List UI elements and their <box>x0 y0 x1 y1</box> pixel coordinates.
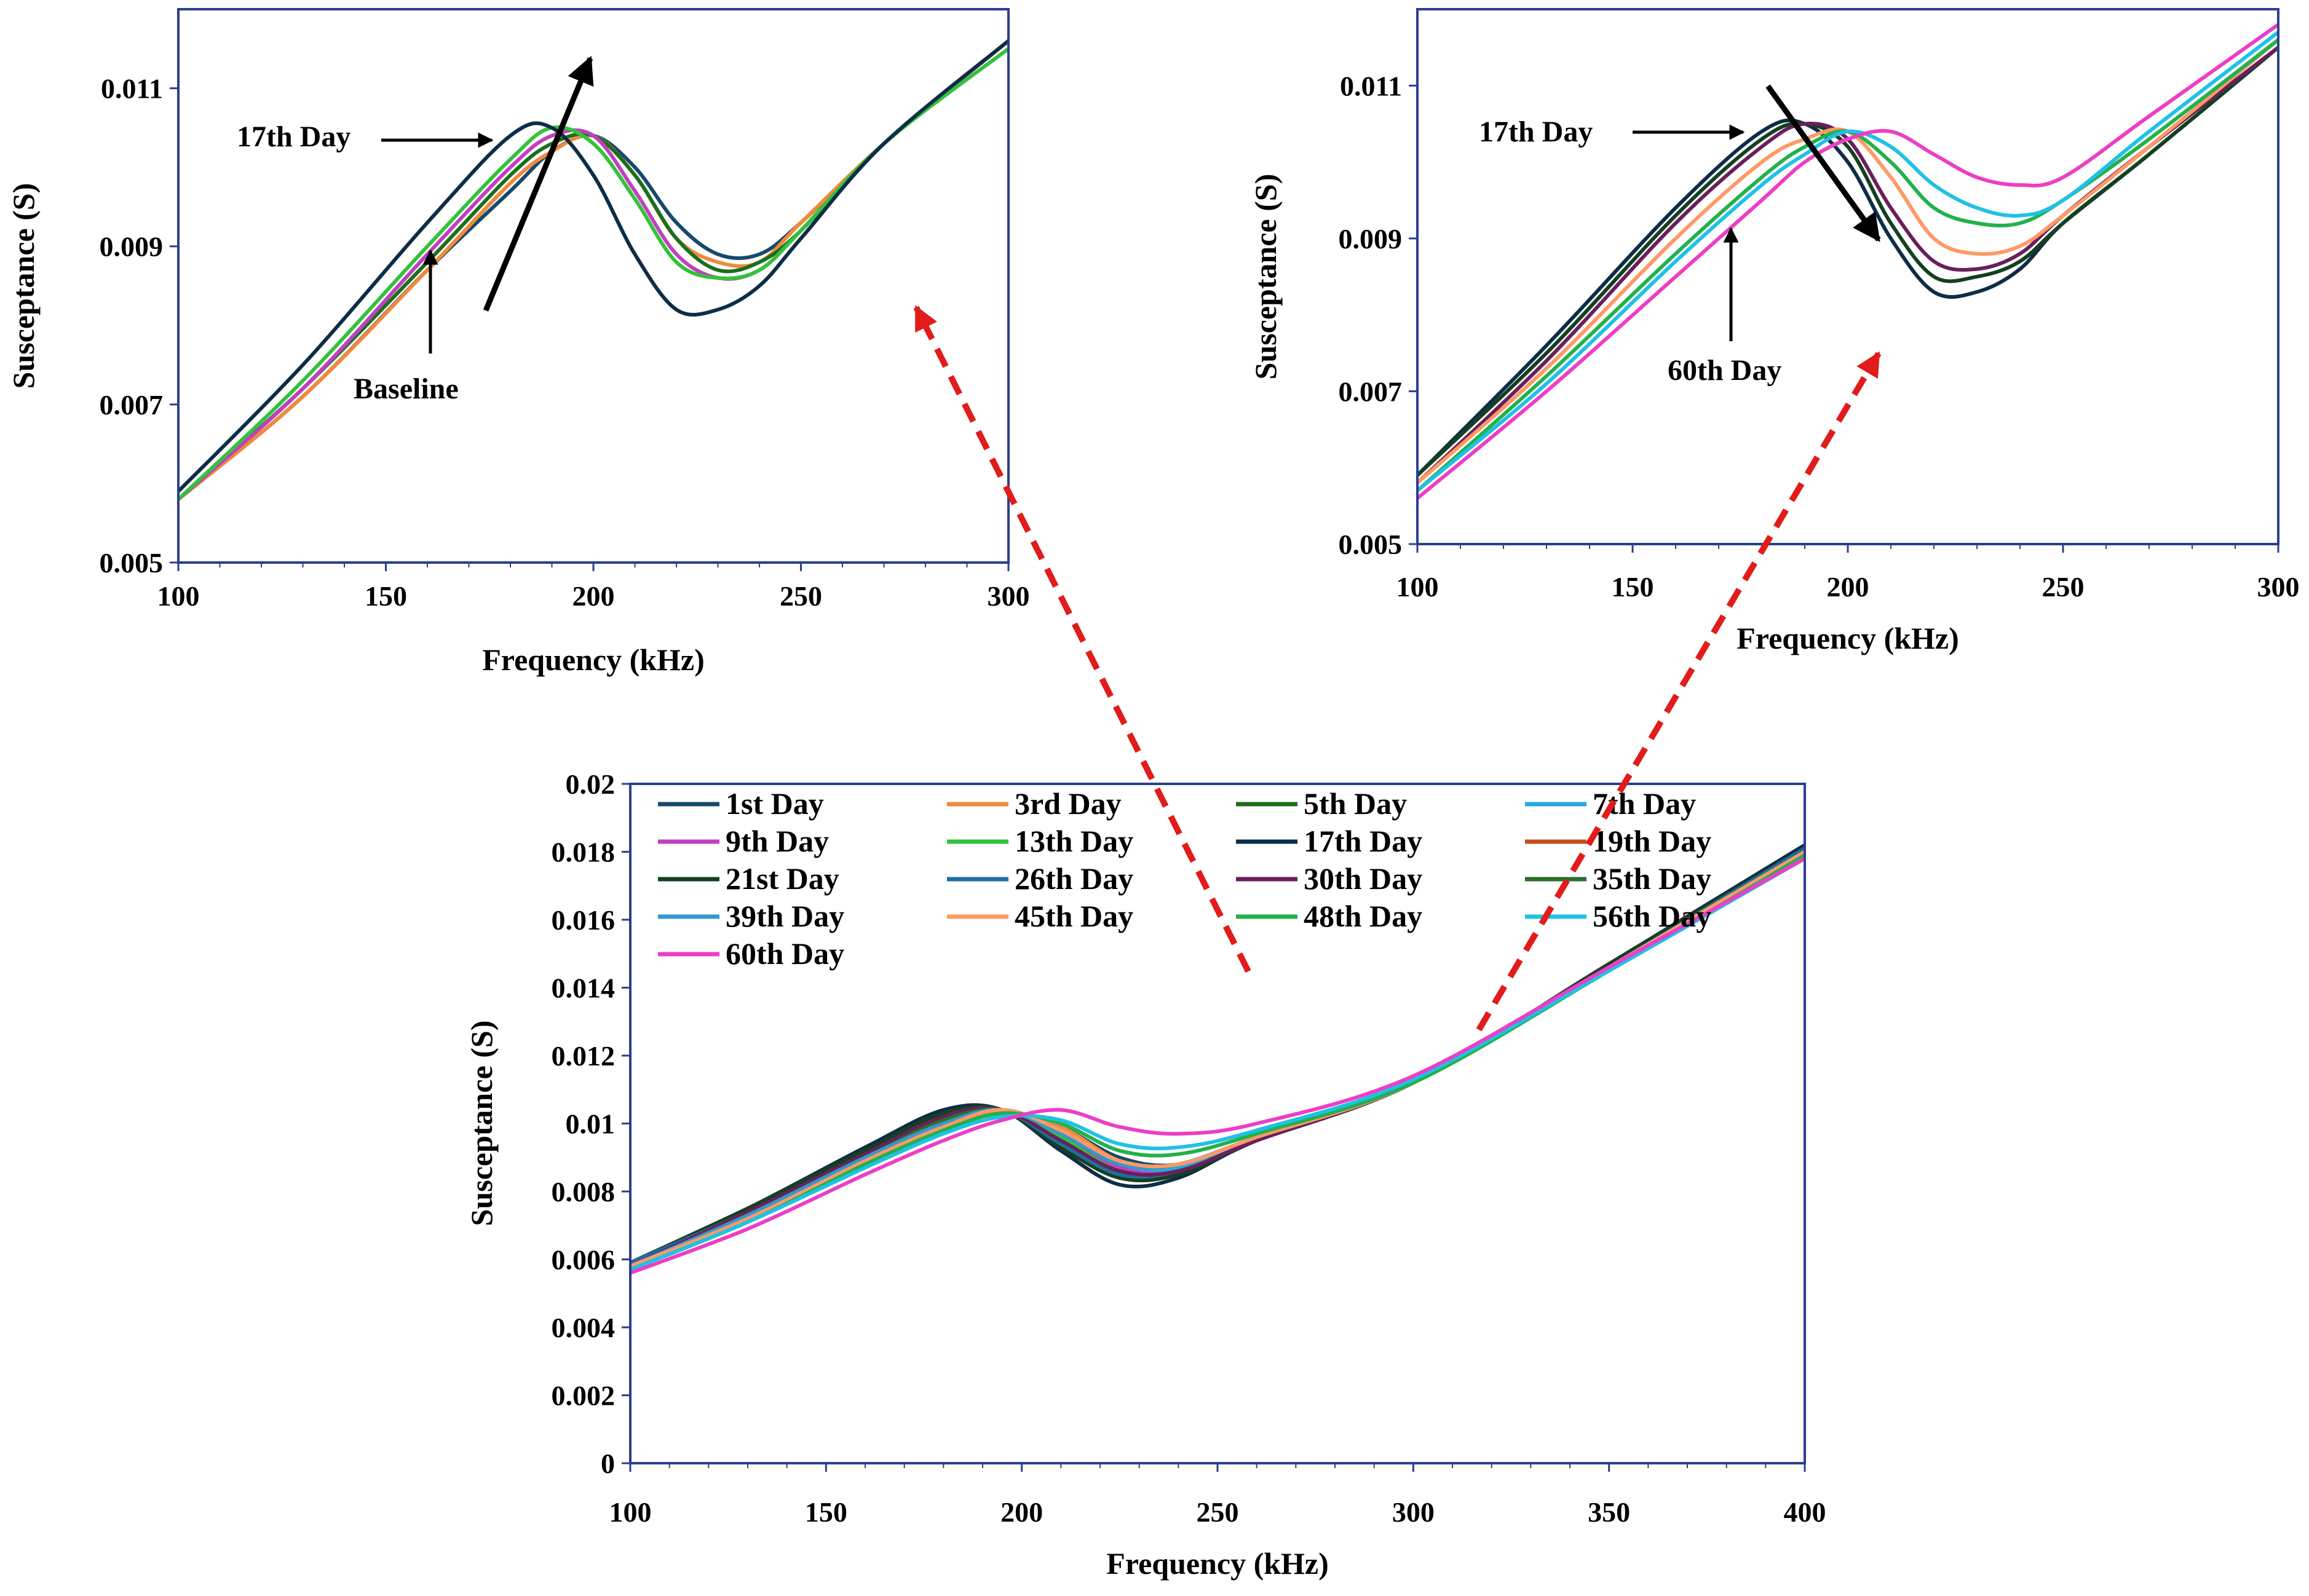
series-line-5th-day <box>178 39 1008 501</box>
series-line-60th-day <box>1417 23 2278 500</box>
series-line-1st-day <box>178 39 1008 501</box>
chart-zoom-60th: 100 150 200 250 300 0.005 0.007 0.009 0.011 Frequ… <box>1248 8 2300 655</box>
x-tick-label: 150 <box>365 580 407 612</box>
trend-arrow-17th-day <box>483 55 594 312</box>
legend-label: 39th Day <box>726 899 844 933</box>
legend-label: 60th Day <box>726 936 844 971</box>
x-tick-label: 400 <box>1784 1496 1826 1528</box>
plot-frame <box>177 8 1010 564</box>
x-tick-label: 300 <box>2257 571 2300 602</box>
y-tick-label: 0.014 <box>552 973 616 1004</box>
x-axis: 100 150 200 250 300 <box>1396 544 2300 602</box>
x-tick-label: 200 <box>572 580 615 612</box>
x-tick-label: 100 <box>1396 571 1439 602</box>
legend-label: 45th Day <box>1015 899 1133 933</box>
series-line-17th-day <box>178 39 1008 493</box>
x-tick-label: 300 <box>1392 1496 1435 1528</box>
annotation-label: Baseline <box>354 373 459 405</box>
y-tick-label: 0.01 <box>566 1108 616 1140</box>
x-tick-label: 150 <box>805 1496 847 1528</box>
y-axis-label: Susceptance (S) <box>1248 174 1283 380</box>
x-axis-label: Frequency (kHz) <box>1737 621 1959 655</box>
y-tick-label: 0.007 <box>1339 376 1403 407</box>
legend-label: 26th Day <box>1015 861 1133 896</box>
y-tick-label: 0.006 <box>552 1244 616 1276</box>
y-tick-label: 0.002 <box>552 1380 616 1412</box>
legend-label: 3rd Day <box>1015 786 1122 821</box>
x-tick-label: 250 <box>1197 1496 1239 1528</box>
y-tick-label: 0.018 <box>552 837 616 868</box>
series-group <box>1417 23 2278 500</box>
y-tick-label: 0 <box>601 1448 615 1479</box>
legend-label: 56th Day <box>1593 899 1711 933</box>
legend-label: 48th Day <box>1304 899 1422 933</box>
legend-label: 13th Day <box>1015 824 1133 858</box>
x-axis: 100 150 200 250 300 350 400 <box>609 1463 1826 1528</box>
y-tick-label: 0.008 <box>552 1176 616 1207</box>
series-line-9th-day <box>178 39 1008 501</box>
y-tick-label: 0.004 <box>552 1312 616 1343</box>
y-axis-label: Susceptance (S) <box>464 1021 499 1227</box>
x-tick-label: 250 <box>2042 571 2085 602</box>
series-line-56th-day <box>1417 30 2278 492</box>
chart-zoom-baseline: 100 150 200 250 300 0.005 0.007 0.009 0.011 Frequ… <box>6 8 1030 677</box>
x-tick-label: 250 <box>780 580 822 612</box>
series-line-13th-day <box>178 47 1008 501</box>
zoom-link-arrow-left <box>913 305 1251 973</box>
x-axis-label: Frequency (kHz) <box>1106 1546 1329 1581</box>
y-axis-label: Susceptance (S) <box>6 183 41 389</box>
series-group <box>630 843 1805 1275</box>
y-axis: 0 0.002 0.004 0.006 0.008 0.01 0.012 0.014 0.016… <box>552 768 630 1479</box>
x-tick-label: 150 <box>1612 571 1654 602</box>
legend-label: 21st Day <box>726 861 839 896</box>
legend-label: 5th Day <box>1304 786 1407 821</box>
series-line-48th-day <box>1417 38 2278 492</box>
series-line-30th-day <box>1417 45 2278 484</box>
legend-label: 17th Day <box>1304 824 1422 858</box>
series-line-21st-day <box>1417 45 2278 477</box>
y-tick-label: 0.005 <box>1339 529 1403 560</box>
x-tick-label: 100 <box>609 1496 652 1528</box>
x-tick-label: 200 <box>1000 1496 1043 1528</box>
y-tick-label: 0.011 <box>1340 70 1402 101</box>
y-tick-label: 0.009 <box>100 231 164 263</box>
annotation-label: 60th Day <box>1668 354 1781 387</box>
annotations-layer: 17th Day Baseline 17th Day 60th Day <box>237 55 1882 1032</box>
legend-label: 9th Day <box>726 824 829 858</box>
series-line-3rd-day <box>178 39 1008 501</box>
zoom-link-arrow-right <box>1476 351 1882 1032</box>
plot-frame <box>1416 8 2279 545</box>
series-line-60th-day <box>630 856 1805 1275</box>
y-axis: 0.005 0.007 0.009 0.011 <box>1339 70 1417 560</box>
charts-layer: 100 150 200 250 300 0.005 0.007 0.009 0.011 Frequ… <box>6 8 2300 1581</box>
series-line-45th-day <box>1417 38 2278 484</box>
y-tick-label: 0.007 <box>100 389 164 421</box>
y-axis: 0.005 0.007 0.009 0.011 <box>100 73 178 579</box>
x-tick-label: 350 <box>1588 1496 1630 1528</box>
y-tick-label: 0.016 <box>552 904 616 936</box>
legend-label: 35th Day <box>1593 861 1711 896</box>
y-tick-label: 0.009 <box>1339 223 1403 255</box>
y-tick-label: 0.005 <box>100 547 164 579</box>
chart-full-range: 100 150 200 250 300 350 400 0 0.002 0.004 0.006 0.0… <box>464 768 1826 1581</box>
y-tick-label: 0.02 <box>566 768 616 800</box>
x-tick-label: 200 <box>1827 571 1869 602</box>
y-tick-label: 0.012 <box>552 1040 616 1072</box>
x-tick-label: 100 <box>157 580 200 612</box>
x-tick-label: 300 <box>988 580 1030 612</box>
y-tick-label: 0.011 <box>101 73 163 105</box>
trend-arrow-60th-day <box>1765 84 1881 242</box>
annotation-label: 17th Day <box>1479 116 1593 148</box>
x-axis-label: Frequency (kHz) <box>482 642 705 677</box>
legend-label: 19th Day <box>1593 824 1711 858</box>
legend-label: 1st Day <box>726 786 824 821</box>
series-line-56th-day <box>630 856 1805 1271</box>
annotation-label: 17th Day <box>237 120 351 153</box>
series-group <box>178 39 1008 501</box>
legend-label: 30th Day <box>1304 861 1422 896</box>
x-axis: 100 150 200 250 300 <box>157 563 1030 612</box>
